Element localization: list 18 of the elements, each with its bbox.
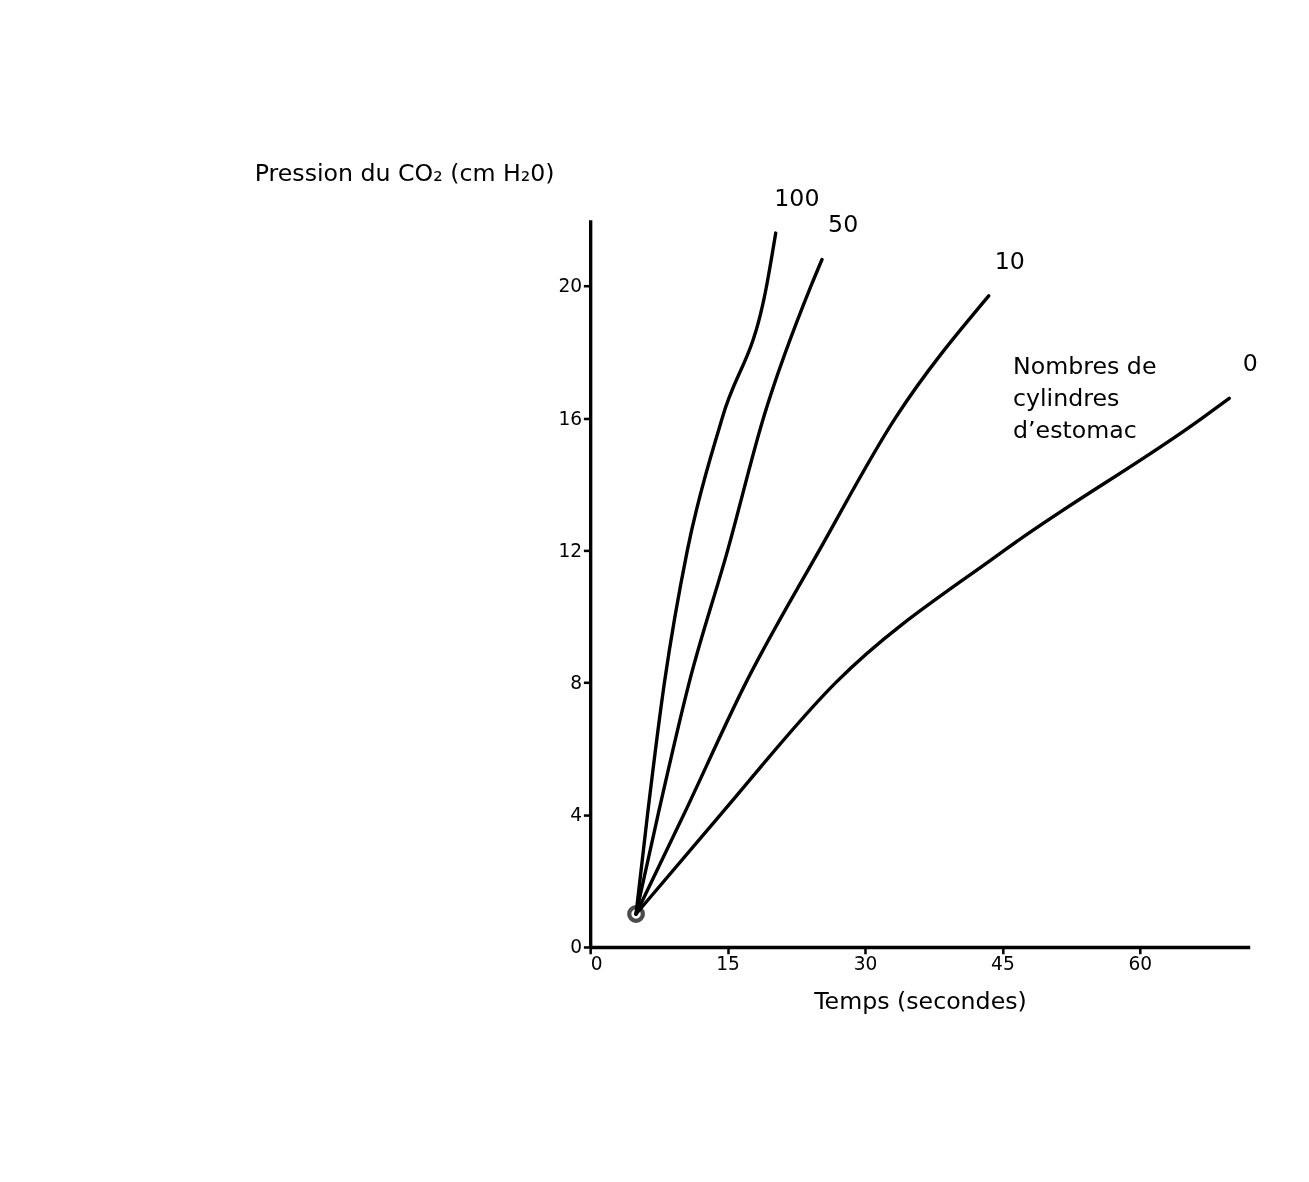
series-label: 100: [774, 184, 820, 212]
x-tick-label: 60: [1128, 953, 1153, 975]
x-tick-label: 30: [853, 953, 878, 975]
y-tick-label: 4: [570, 804, 583, 826]
y-tick-label: 8: [570, 671, 583, 693]
series-label: 10: [994, 246, 1025, 275]
y-tick-label: 20: [558, 275, 583, 297]
y-tick-label: 12: [558, 539, 583, 561]
x-axis-title: Temps (secondes): [813, 987, 1027, 1016]
x-tick-label: 45: [991, 953, 1015, 975]
y-tick-label: 0: [570, 936, 583, 958]
series-label: 0: [1242, 349, 1258, 378]
legend-title: Nombres de cylindres d’estomac: [1013, 351, 1157, 444]
x-tick-label: 0: [590, 953, 603, 975]
y-axis-title: Pression du CO₂ (cm H₂0): [254, 159, 555, 188]
x-tick-label: 15: [716, 953, 740, 975]
y-tick-label: 16: [558, 407, 583, 429]
series-label: 50: [828, 210, 859, 239]
